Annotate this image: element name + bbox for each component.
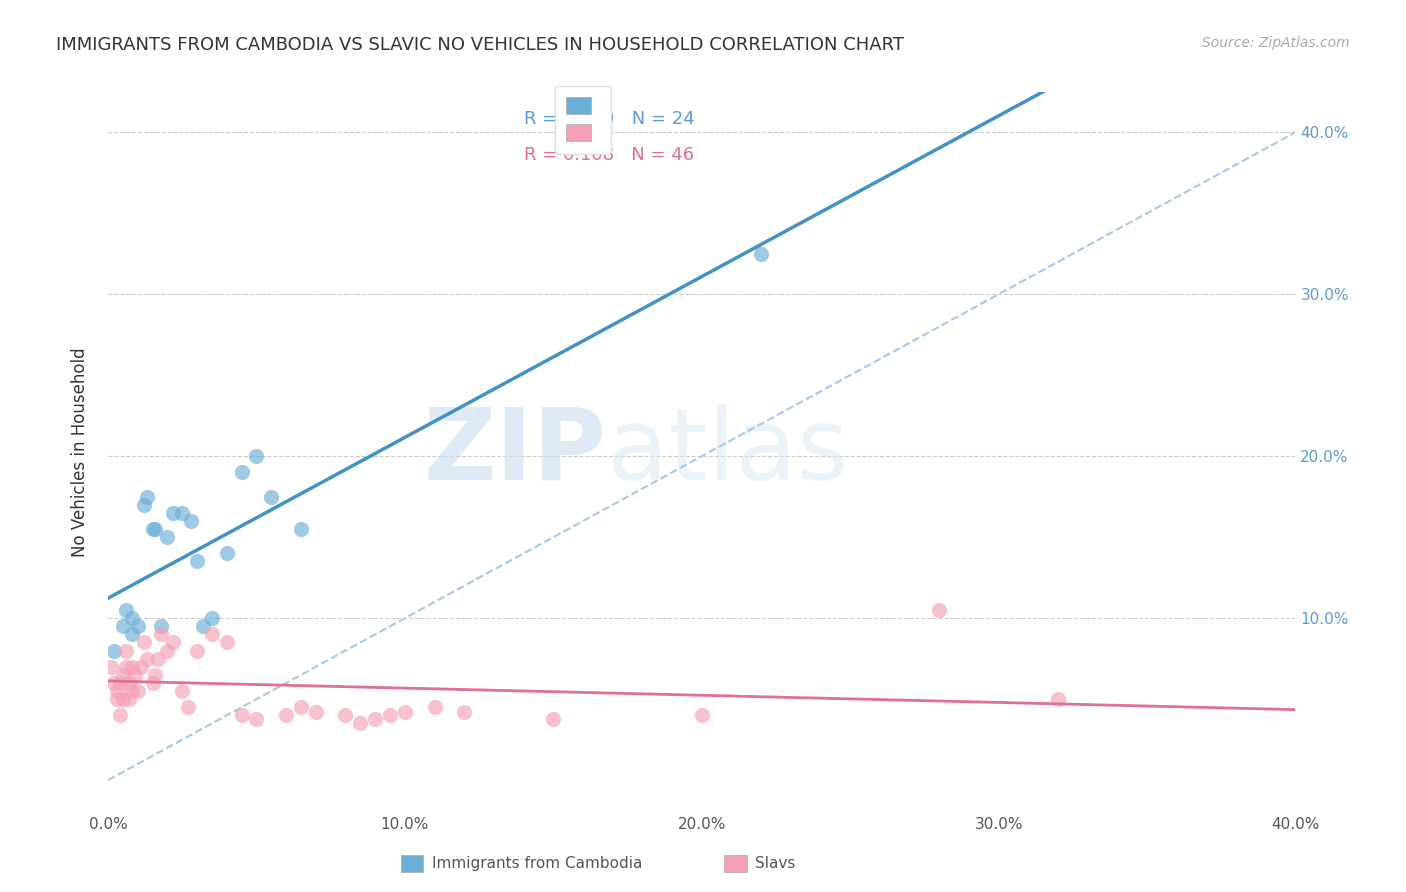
Point (162, 635, 184, 649)
Point (150, 619, 173, 633)
Point (141, 676, 163, 690)
Point (186, 554, 208, 568)
Point (114, 659, 136, 673)
Point (132, 498, 155, 512)
Legend: , : , (554, 86, 612, 153)
Point (928, 603, 950, 617)
Point (749, 246, 772, 260)
Point (1046, 692, 1069, 706)
Point (690, 708, 713, 723)
Point (349, 716, 371, 731)
Point (260, 490, 283, 504)
Y-axis label: No Vehicles in Household: No Vehicles in Household (72, 347, 89, 557)
Point (231, 708, 253, 723)
Point (191, 619, 214, 633)
Point (378, 708, 401, 723)
Point (129, 659, 152, 673)
Point (108, 708, 131, 723)
Point (121, 684, 143, 698)
Point (148, 651, 170, 665)
Point (100, 659, 122, 673)
Point (124, 668, 146, 682)
Point (172, 684, 194, 698)
Point (543, 712, 565, 726)
Point (305, 705, 328, 719)
Point (114, 603, 136, 617)
Point (215, 546, 238, 560)
Point (114, 643, 136, 657)
Point (364, 712, 387, 726)
Text: R = 0.749   N = 24: R = 0.749 N = 24 (523, 110, 695, 128)
Text: Source: ZipAtlas.com: Source: ZipAtlas.com (1202, 36, 1350, 50)
Point (103, 643, 125, 657)
Text: Slavs: Slavs (755, 856, 796, 871)
Point (201, 611, 224, 625)
Point (215, 635, 238, 649)
Point (145, 522, 167, 536)
Point (335, 708, 357, 723)
Point (274, 708, 297, 723)
Point (127, 684, 149, 698)
Point (201, 627, 224, 641)
Point (145, 668, 167, 682)
Point (121, 611, 143, 625)
Point (108, 676, 131, 690)
Point (118, 676, 141, 690)
Point (290, 522, 312, 536)
Point (394, 705, 416, 719)
Point (118, 692, 141, 706)
Text: IMMIGRANTS FROM CAMBODIA VS SLAVIC NO VEHICLES IN HOUSEHOLD CORRELATION CHART: IMMIGRANTS FROM CAMBODIA VS SLAVIC NO VE… (56, 36, 904, 54)
Point (103, 676, 125, 690)
Point (111, 692, 134, 706)
Point (245, 449, 267, 463)
Point (423, 700, 446, 714)
Point (111, 668, 134, 682)
Point (105, 692, 128, 706)
Point (162, 506, 184, 520)
Point (180, 514, 202, 528)
Point (245, 712, 267, 726)
Point (150, 627, 173, 641)
Point (290, 700, 312, 714)
Point (105, 684, 128, 698)
Point (177, 700, 200, 714)
Point (121, 627, 143, 641)
Point (453, 705, 475, 719)
Point (231, 466, 253, 480)
Text: ZIP: ZIP (423, 404, 607, 500)
Point (172, 506, 194, 520)
Point (135, 490, 157, 504)
Point (127, 619, 149, 633)
Point (156, 643, 179, 657)
Point (141, 522, 163, 536)
Point (186, 643, 208, 657)
Point (135, 651, 157, 665)
Point (156, 530, 179, 544)
Point (121, 659, 143, 673)
Text: Immigrants from Cambodia: Immigrants from Cambodia (432, 856, 643, 871)
Point (132, 635, 155, 649)
Text: R = 0.108   N = 46: R = 0.108 N = 46 (523, 145, 693, 164)
Point (111, 619, 134, 633)
Text: atlas: atlas (607, 404, 848, 500)
